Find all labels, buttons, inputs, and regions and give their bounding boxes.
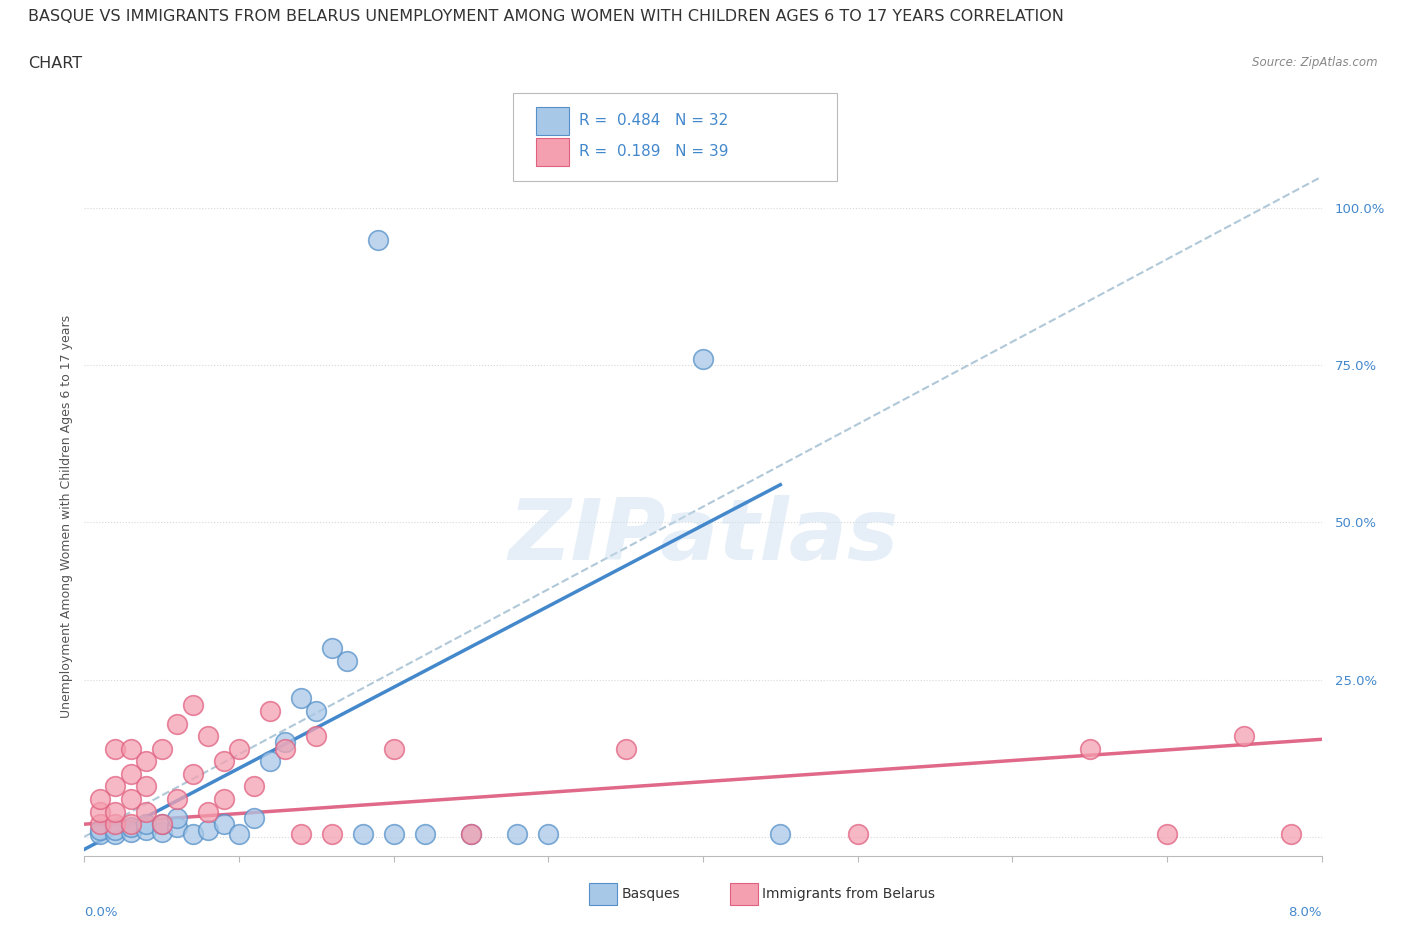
- Point: [460, 826, 482, 841]
- Point: [166, 716, 188, 731]
- Point: [382, 826, 405, 841]
- Point: [120, 741, 142, 756]
- Point: [769, 826, 792, 841]
- Point: [135, 754, 157, 769]
- Point: [181, 698, 204, 712]
- Point: [181, 766, 204, 781]
- Text: R =  0.484   N = 32: R = 0.484 N = 32: [579, 113, 728, 128]
- Point: [352, 826, 374, 841]
- Point: [259, 754, 281, 769]
- Point: [197, 729, 219, 744]
- Point: [166, 791, 188, 806]
- Point: [104, 741, 127, 756]
- Point: [89, 791, 111, 806]
- Point: [197, 804, 219, 819]
- Point: [197, 823, 219, 838]
- Point: [290, 826, 312, 841]
- Y-axis label: Unemployment Among Women with Children Ages 6 to 17 years: Unemployment Among Women with Children A…: [60, 314, 73, 718]
- Point: [120, 791, 142, 806]
- Point: [104, 826, 127, 841]
- Point: [846, 826, 869, 841]
- Point: [135, 804, 157, 819]
- Point: [1156, 826, 1178, 841]
- Point: [382, 741, 405, 756]
- Point: [243, 810, 266, 825]
- Point: [228, 741, 250, 756]
- Point: [104, 779, 127, 794]
- Point: [212, 817, 235, 831]
- Point: [321, 826, 343, 841]
- Point: [367, 232, 389, 247]
- Point: [181, 826, 204, 841]
- Point: [150, 741, 173, 756]
- Point: [1233, 729, 1256, 744]
- Point: [228, 826, 250, 841]
- Point: [259, 704, 281, 719]
- Text: ZIPatlas: ZIPatlas: [508, 495, 898, 578]
- Text: Immigrants from Belarus: Immigrants from Belarus: [762, 886, 935, 901]
- Point: [506, 826, 529, 841]
- Point: [692, 352, 714, 366]
- Point: [150, 817, 173, 831]
- Point: [274, 735, 297, 750]
- Point: [336, 653, 359, 668]
- Point: [413, 826, 436, 841]
- Point: [1279, 826, 1302, 841]
- Point: [89, 826, 111, 841]
- Point: [1078, 741, 1101, 756]
- Text: Basques: Basques: [621, 886, 681, 901]
- Point: [120, 820, 142, 835]
- Point: [305, 729, 328, 744]
- Text: CHART: CHART: [28, 56, 82, 71]
- Point: [89, 804, 111, 819]
- Point: [150, 824, 173, 839]
- Text: R =  0.189   N = 39: R = 0.189 N = 39: [579, 144, 728, 159]
- Point: [290, 691, 312, 706]
- Point: [274, 741, 297, 756]
- Text: 0.0%: 0.0%: [84, 906, 118, 919]
- Point: [135, 817, 157, 831]
- Point: [135, 823, 157, 838]
- Point: [120, 824, 142, 839]
- Text: 8.0%: 8.0%: [1288, 906, 1322, 919]
- Point: [537, 826, 560, 841]
- Point: [614, 741, 637, 756]
- Point: [212, 754, 235, 769]
- Point: [212, 791, 235, 806]
- Point: [104, 804, 127, 819]
- Point: [120, 766, 142, 781]
- Point: [104, 817, 127, 831]
- Point: [104, 823, 127, 838]
- Point: [321, 641, 343, 656]
- Point: [89, 817, 111, 831]
- Text: BASQUE VS IMMIGRANTS FROM BELARUS UNEMPLOYMENT AMONG WOMEN WITH CHILDREN AGES 6 : BASQUE VS IMMIGRANTS FROM BELARUS UNEMPL…: [28, 9, 1064, 24]
- Point: [243, 779, 266, 794]
- Point: [89, 823, 111, 838]
- Point: [135, 779, 157, 794]
- Text: Source: ZipAtlas.com: Source: ZipAtlas.com: [1253, 56, 1378, 69]
- Point: [305, 704, 328, 719]
- Point: [150, 817, 173, 831]
- Point: [460, 826, 482, 841]
- Point: [166, 810, 188, 825]
- Point: [120, 817, 142, 831]
- Point: [166, 820, 188, 835]
